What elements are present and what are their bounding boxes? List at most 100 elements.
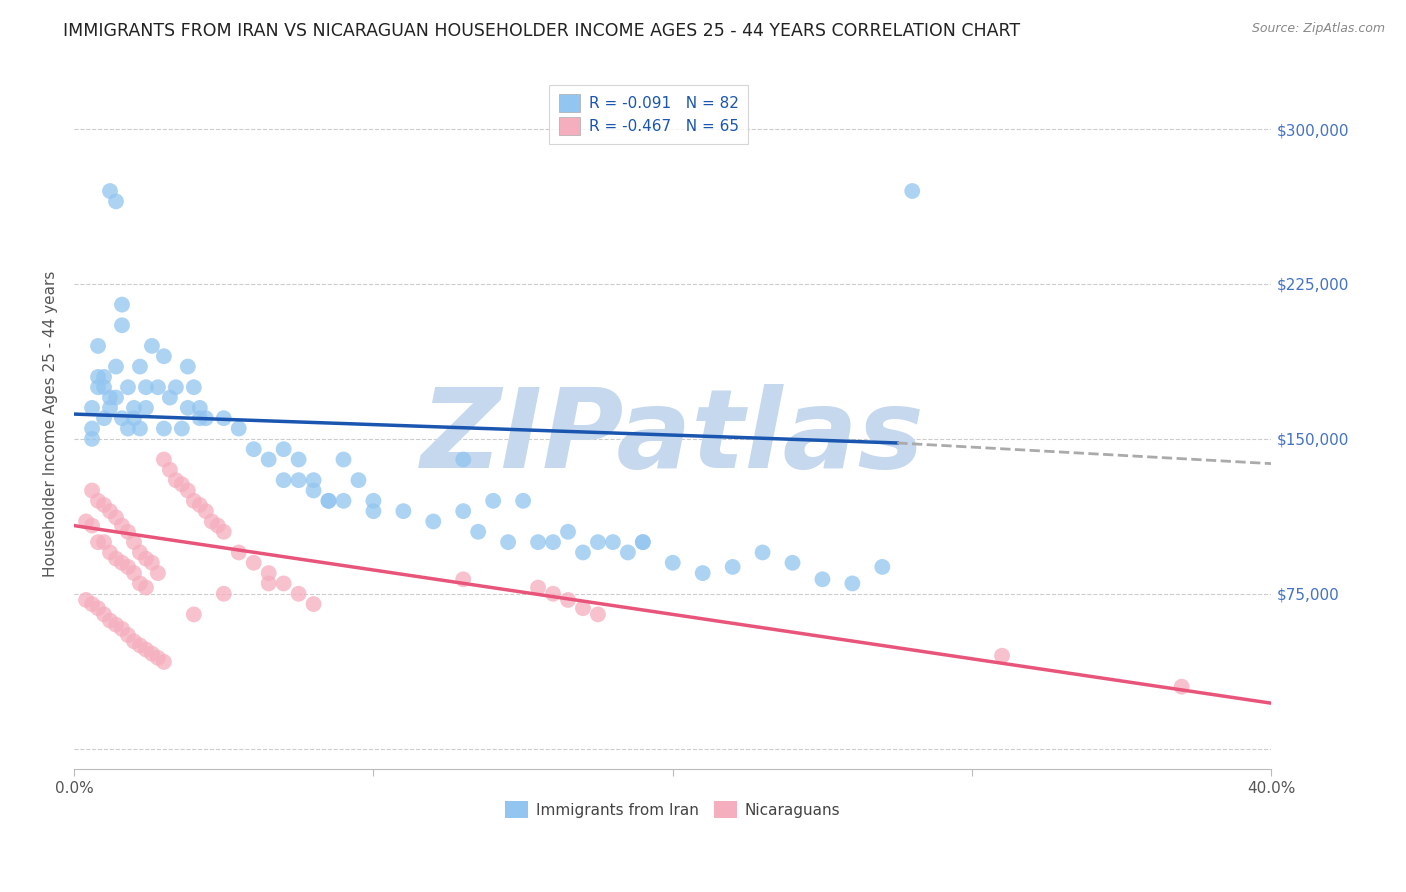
- Point: [302, 473, 325, 487]
- Point: [586, 607, 609, 622]
- Point: [557, 593, 579, 607]
- Point: [80, 597, 103, 611]
- Point: [177, 401, 200, 415]
- Point: [467, 524, 489, 539]
- Point: [75, 593, 97, 607]
- Point: [146, 380, 169, 394]
- Point: [98, 184, 121, 198]
- Point: [318, 493, 340, 508]
- Point: [602, 535, 624, 549]
- Point: [111, 411, 134, 425]
- Point: [153, 452, 176, 467]
- Point: [122, 566, 145, 580]
- Point: [105, 391, 128, 405]
- Point: [751, 545, 773, 559]
- Point: [111, 318, 134, 333]
- Point: [662, 556, 685, 570]
- Point: [228, 545, 250, 559]
- Point: [129, 359, 152, 374]
- Point: [170, 421, 193, 435]
- Point: [141, 556, 163, 570]
- Point: [80, 483, 103, 498]
- Point: [287, 452, 309, 467]
- Point: [111, 298, 134, 312]
- Point: [105, 551, 128, 566]
- Point: [257, 566, 280, 580]
- Point: [572, 601, 595, 615]
- Point: [302, 483, 325, 498]
- Point: [111, 518, 134, 533]
- Point: [146, 650, 169, 665]
- Point: [527, 581, 550, 595]
- Point: [80, 432, 103, 446]
- Point: [183, 493, 205, 508]
- Point: [841, 576, 863, 591]
- Point: [105, 510, 128, 524]
- Point: [194, 504, 217, 518]
- Point: [117, 421, 139, 435]
- Point: [347, 473, 370, 487]
- Point: [153, 421, 176, 435]
- Point: [105, 359, 128, 374]
- Point: [273, 473, 295, 487]
- Point: [872, 560, 894, 574]
- Point: [482, 493, 505, 508]
- Point: [80, 421, 103, 435]
- Point: [1170, 680, 1192, 694]
- Point: [165, 473, 187, 487]
- Point: [392, 504, 415, 518]
- Point: [159, 391, 181, 405]
- Point: [422, 515, 444, 529]
- Point: [557, 524, 579, 539]
- Point: [631, 535, 654, 549]
- Point: [257, 452, 280, 467]
- Point: [117, 524, 139, 539]
- Point: [318, 493, 340, 508]
- Point: [572, 545, 595, 559]
- Point: [135, 551, 157, 566]
- Point: [153, 655, 176, 669]
- Point: [188, 498, 211, 512]
- Point: [257, 576, 280, 591]
- Point: [87, 370, 110, 384]
- Point: [87, 535, 110, 549]
- Point: [98, 545, 121, 559]
- Point: [129, 421, 152, 435]
- Point: [212, 411, 235, 425]
- Text: IMMIGRANTS FROM IRAN VS NICARAGUAN HOUSEHOLDER INCOME AGES 25 - 44 YEARS CORRELA: IMMIGRANTS FROM IRAN VS NICARAGUAN HOUSE…: [63, 22, 1021, 40]
- Point: [75, 515, 97, 529]
- Point: [212, 524, 235, 539]
- Point: [141, 339, 163, 353]
- Point: [122, 401, 145, 415]
- Point: [363, 504, 385, 518]
- Point: [782, 556, 804, 570]
- Point: [80, 518, 103, 533]
- Point: [188, 401, 211, 415]
- Point: [811, 572, 834, 586]
- Point: [93, 380, 115, 394]
- Point: [363, 493, 385, 508]
- Point: [135, 642, 157, 657]
- Point: [111, 556, 134, 570]
- Legend: Immigrants from Iran, Nicaraguans: Immigrants from Iran, Nicaraguans: [499, 795, 846, 824]
- Point: [194, 411, 217, 425]
- Point: [188, 411, 211, 425]
- Point: [98, 504, 121, 518]
- Point: [87, 380, 110, 394]
- Point: [242, 556, 264, 570]
- Point: [129, 576, 152, 591]
- Point: [93, 370, 115, 384]
- Point: [153, 349, 176, 363]
- Point: [135, 581, 157, 595]
- Point: [122, 411, 145, 425]
- Point: [991, 648, 1014, 663]
- Point: [721, 560, 744, 574]
- Point: [105, 194, 128, 209]
- Point: [87, 339, 110, 353]
- Point: [183, 607, 205, 622]
- Point: [183, 380, 205, 394]
- Point: [129, 545, 152, 559]
- Point: [98, 401, 121, 415]
- Point: [117, 560, 139, 574]
- Point: [111, 622, 134, 636]
